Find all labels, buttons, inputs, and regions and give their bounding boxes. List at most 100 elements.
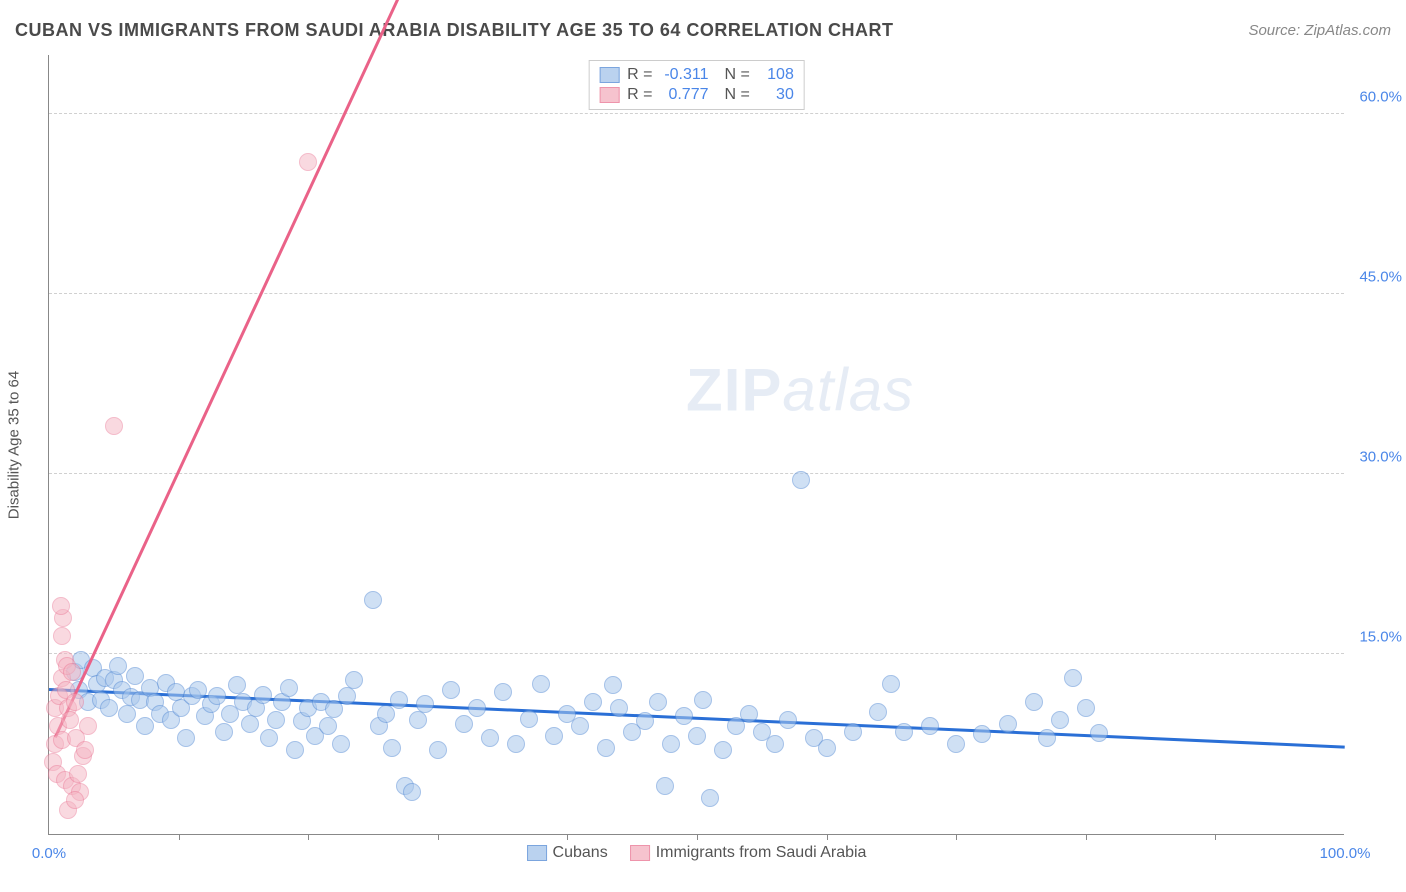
stat-n-value: 108 [758, 66, 794, 84]
data-point [100, 699, 118, 717]
data-point [267, 711, 285, 729]
data-point [571, 717, 589, 735]
data-point [1038, 729, 1056, 747]
data-point [947, 735, 965, 753]
y-tick-label: 60.0% [1347, 89, 1402, 106]
data-point [520, 710, 538, 728]
legend-swatch [599, 67, 619, 83]
data-point [1090, 724, 1108, 742]
x-tick [179, 834, 180, 840]
data-point [1051, 711, 1069, 729]
data-point [494, 683, 512, 701]
legend-swatch [630, 845, 650, 861]
data-point [105, 417, 123, 435]
data-point [675, 707, 693, 725]
data-point [701, 789, 719, 807]
data-point [403, 783, 421, 801]
data-point [999, 715, 1017, 733]
y-tick-label: 30.0% [1347, 449, 1402, 466]
data-point [604, 676, 622, 694]
data-point [455, 715, 473, 733]
data-point [332, 735, 350, 753]
data-point [109, 657, 127, 675]
watermark: ZIPatlas [686, 355, 914, 424]
data-point [818, 739, 836, 757]
data-point [882, 675, 900, 693]
legend-swatch [599, 87, 619, 103]
stats-row: R =0.777N =30 [599, 85, 794, 105]
x-tick [827, 834, 828, 840]
data-point [973, 725, 991, 743]
data-point [299, 153, 317, 171]
data-point [921, 717, 939, 735]
data-point [126, 667, 144, 685]
chart-title: CUBAN VS IMMIGRANTS FROM SAUDI ARABIA DI… [15, 20, 894, 41]
data-point [532, 675, 550, 693]
data-point [61, 711, 79, 729]
x-tick-label: 100.0% [1320, 845, 1371, 862]
data-point [383, 739, 401, 757]
x-tick [1086, 834, 1087, 840]
y-tick-label: 15.0% [1347, 629, 1402, 646]
data-point [597, 739, 615, 757]
y-tick-label: 45.0% [1347, 269, 1402, 286]
data-point [468, 699, 486, 717]
data-point [286, 741, 304, 759]
data-point [118, 705, 136, 723]
legend-label: Immigrants from Saudi Arabia [656, 844, 867, 862]
data-point [377, 705, 395, 723]
data-point [610, 699, 628, 717]
legend-item: Cubans [527, 844, 608, 862]
legend-swatch [527, 845, 547, 861]
data-point [656, 777, 674, 795]
x-tick [308, 834, 309, 840]
data-point [66, 791, 84, 809]
data-point [1077, 699, 1095, 717]
data-point [442, 681, 460, 699]
gridline [49, 113, 1344, 114]
stat-n-label: N = [725, 66, 750, 84]
stat-n-value: 30 [758, 86, 794, 104]
data-point [338, 687, 356, 705]
x-tick [438, 834, 439, 840]
gridline [49, 293, 1344, 294]
data-point [215, 723, 233, 741]
data-point [714, 741, 732, 759]
stat-n-label: N = [725, 86, 750, 104]
data-point [390, 691, 408, 709]
data-point [79, 717, 97, 735]
data-point [319, 717, 337, 735]
data-point [53, 627, 71, 645]
data-point [63, 663, 81, 681]
data-point [649, 693, 667, 711]
gridline [49, 653, 1344, 654]
data-point [76, 741, 94, 759]
data-point [189, 681, 207, 699]
data-point [688, 727, 706, 745]
data-point [636, 712, 654, 730]
trend-line [54, 0, 413, 737]
data-point [228, 676, 246, 694]
data-point [69, 765, 87, 783]
stat-r-value: 0.777 [661, 86, 709, 104]
legend-label: Cubans [553, 844, 608, 862]
data-point [766, 735, 784, 753]
x-tick [567, 834, 568, 840]
y-axis-label: Disability Age 35 to 64 [6, 370, 23, 518]
data-point [545, 727, 563, 745]
data-point [345, 671, 363, 689]
data-point [694, 691, 712, 709]
data-point [429, 741, 447, 759]
x-tick [1215, 834, 1216, 840]
stat-r-value: -0.311 [661, 66, 709, 84]
data-point [1064, 669, 1082, 687]
data-point [177, 729, 195, 747]
data-point [136, 717, 154, 735]
x-tick-label: 0.0% [32, 845, 66, 862]
data-point [416, 695, 434, 713]
data-point [869, 703, 887, 721]
data-point [507, 735, 525, 753]
data-point [66, 693, 84, 711]
title-bar: CUBAN VS IMMIGRANTS FROM SAUDI ARABIA DI… [15, 20, 1391, 41]
data-point [662, 735, 680, 753]
